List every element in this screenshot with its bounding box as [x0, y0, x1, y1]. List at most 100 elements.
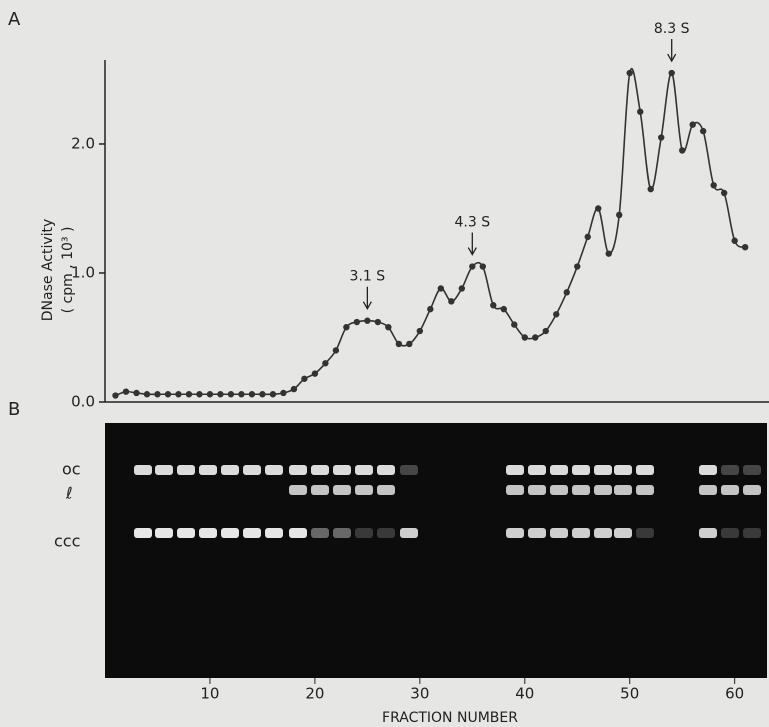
gel-band	[400, 465, 418, 475]
point	[186, 391, 192, 397]
gel-band	[155, 465, 173, 475]
gel-band	[699, 465, 717, 475]
gel-band	[699, 528, 717, 538]
panel-label: A	[8, 9, 21, 30]
gel-band	[743, 465, 761, 475]
gel-band	[333, 465, 351, 475]
point	[585, 234, 591, 240]
gel-band	[506, 465, 524, 475]
point	[280, 390, 286, 396]
gel-band	[528, 465, 546, 475]
gel-band	[221, 465, 239, 475]
gel-band	[550, 485, 568, 495]
point	[343, 324, 349, 330]
point	[133, 390, 139, 396]
point	[648, 186, 654, 192]
point	[207, 391, 213, 397]
gel-band	[289, 465, 307, 475]
point	[112, 392, 118, 398]
point	[217, 391, 223, 397]
point	[668, 70, 674, 76]
gel-band	[699, 485, 717, 495]
point	[710, 182, 716, 188]
gel-band	[377, 485, 395, 495]
gel-band	[614, 485, 632, 495]
gel	[105, 423, 767, 678]
point	[448, 298, 454, 304]
point	[532, 334, 538, 340]
point	[375, 319, 381, 325]
point	[679, 147, 685, 153]
point	[543, 328, 549, 334]
gel-band	[377, 528, 395, 538]
gel-band	[506, 528, 524, 538]
gel-band	[721, 528, 739, 538]
gel-band	[721, 465, 739, 475]
panel-label: B	[8, 399, 20, 420]
gel-band	[743, 485, 761, 495]
x-tick-label: 40	[515, 685, 534, 703]
point	[154, 391, 160, 397]
gel-band	[550, 465, 568, 475]
annotation: 8.3 S	[654, 21, 690, 37]
point	[742, 244, 748, 250]
point	[406, 341, 412, 347]
gel-band	[550, 528, 568, 538]
gel-band	[355, 485, 373, 495]
gel-band	[614, 528, 632, 538]
point	[490, 302, 496, 308]
point	[700, 128, 706, 134]
gel-band	[333, 485, 351, 495]
point	[312, 370, 318, 376]
point	[291, 386, 297, 392]
gel-band	[221, 528, 239, 538]
gel-band	[594, 465, 612, 475]
gel-band	[289, 528, 307, 538]
annotation: 4.3 S	[454, 215, 490, 231]
point	[270, 391, 276, 397]
gel-band	[134, 528, 152, 538]
gel-band	[528, 528, 546, 538]
x-tick-label: 10	[200, 685, 219, 703]
point	[689, 121, 695, 127]
gel-band	[243, 528, 261, 538]
y-tick-label: 0.0	[71, 393, 95, 411]
gel-band	[333, 528, 351, 538]
gel-band	[311, 485, 329, 495]
y-axis-label: DNase Activity	[40, 219, 56, 322]
gel-band	[594, 528, 612, 538]
gel-band	[289, 485, 307, 495]
x-tick-label: 20	[305, 685, 324, 703]
point	[333, 347, 339, 353]
figure: A B DNase Activity ( cpm , 10³ ) FRACTIO…	[0, 0, 769, 727]
point	[459, 285, 465, 291]
gel-band	[243, 465, 261, 475]
point	[731, 238, 737, 244]
gel-band	[265, 465, 283, 475]
point	[606, 250, 612, 256]
gel-band	[177, 528, 195, 538]
gel-band	[355, 465, 373, 475]
gel-label: oc	[62, 460, 81, 479]
gel-band	[506, 485, 524, 495]
point	[175, 391, 181, 397]
gel-band	[743, 528, 761, 538]
point	[616, 212, 622, 218]
point	[123, 388, 129, 394]
point	[522, 334, 528, 340]
gel-band	[594, 485, 612, 495]
point	[627, 70, 633, 76]
point	[238, 391, 244, 397]
point	[417, 328, 423, 334]
point	[354, 319, 360, 325]
point	[322, 360, 328, 366]
gel-band	[177, 465, 195, 475]
point	[249, 391, 255, 397]
gel-band	[265, 528, 283, 538]
point	[469, 263, 475, 269]
gel-band	[377, 465, 395, 475]
gel-band	[355, 528, 373, 538]
point	[259, 391, 265, 397]
gel-band	[636, 465, 654, 475]
gel-band	[155, 528, 173, 538]
